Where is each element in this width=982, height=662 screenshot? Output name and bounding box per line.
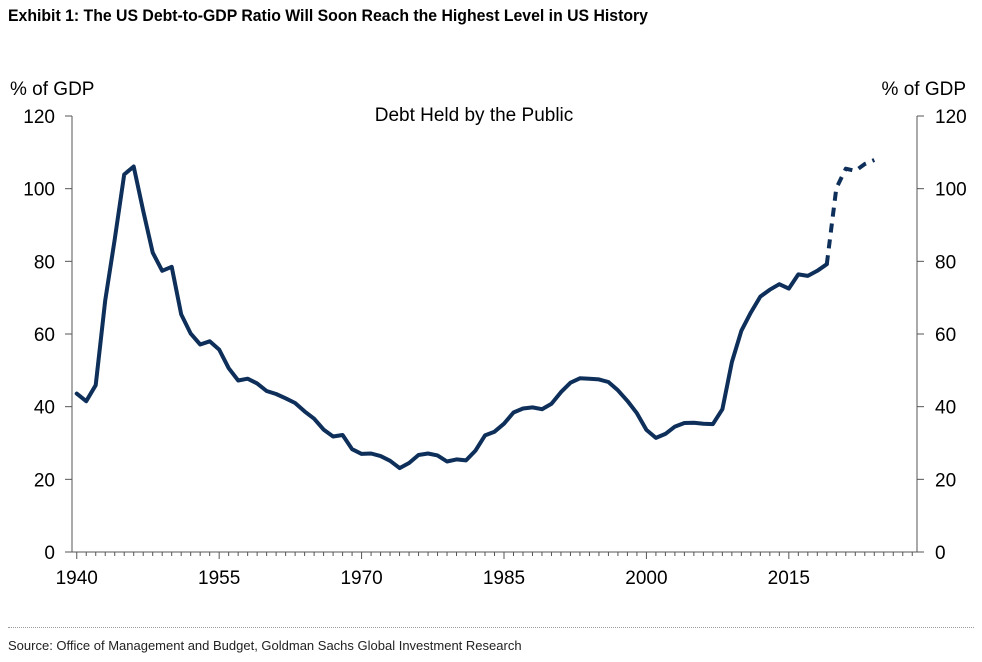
series-lines	[74, 158, 876, 471]
projected-debt-line	[824, 158, 876, 265]
y-tick-label-left: 100	[23, 180, 55, 201]
x-tick-label: 1970	[340, 568, 382, 589]
historical-debt-line	[74, 164, 829, 471]
y-tick-label-right: 100	[935, 180, 967, 201]
source-divider	[8, 627, 974, 628]
x-tick-label: 1940	[56, 568, 98, 589]
y-tick-label-right: 60	[935, 325, 956, 346]
exhibit-title: Exhibit 1: The US Debt-to-GDP Ratio Will…	[8, 6, 648, 25]
y-tick-label-right: 20	[935, 470, 956, 491]
y-tick-label-right: 120	[935, 107, 967, 128]
x-tick-label: 1985	[483, 568, 525, 589]
x-tick-label: 1955	[198, 568, 240, 589]
x-tick-label: 2015	[768, 568, 810, 589]
y-tick-label-right: 0	[935, 543, 946, 564]
right-axis-unit-label: % of GDP	[882, 79, 966, 100]
axes: 0 0 20 20 40 40 60 60 80 80 100 100 120 120 1940 1955 19…	[23, 107, 966, 589]
y-tick-label-right: 40	[935, 398, 956, 419]
y-tick-label-right: 80	[935, 252, 956, 273]
y-tick-label-left: 60	[34, 325, 55, 346]
y-tick-label-left: 120	[23, 107, 55, 128]
y-tick-label-left: 80	[34, 252, 55, 273]
y-tick-label-left: 0	[44, 543, 55, 564]
chart-title: Debt Held by the Public	[375, 105, 574, 126]
x-tick-label: 2000	[625, 568, 667, 589]
left-axis-unit-label: % of GDP	[10, 79, 94, 100]
y-tick-label-left: 40	[34, 398, 55, 419]
source-note: Source: Office of Management and Budget,…	[8, 638, 522, 653]
y-tick-label-left: 20	[34, 470, 55, 491]
